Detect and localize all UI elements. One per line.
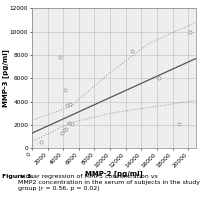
Point [67, 121, 70, 124]
Point [70, 122, 73, 125]
Text: Linear regression of MMP3 concentration vs
MMP2 concentration in the serum of su: Linear regression of MMP3 concentration … [18, 174, 200, 191]
Point [130, 50, 134, 53]
X-axis label: MMP-2 [pg/ml]: MMP-2 [pg/ml] [85, 170, 143, 177]
Point [69, 102, 72, 106]
Point [177, 122, 180, 125]
Point [157, 77, 160, 80]
Point [188, 30, 191, 33]
Point [66, 103, 69, 107]
Text: Figure 3.: Figure 3. [2, 174, 34, 179]
Point [62, 129, 66, 132]
Y-axis label: MMP-3 [pg/ml]: MMP-3 [pg/ml] [2, 49, 9, 107]
Point [63, 88, 66, 92]
Point [59, 56, 62, 59]
Point [61, 131, 64, 135]
Point [65, 127, 68, 131]
Point [40, 141, 43, 144]
